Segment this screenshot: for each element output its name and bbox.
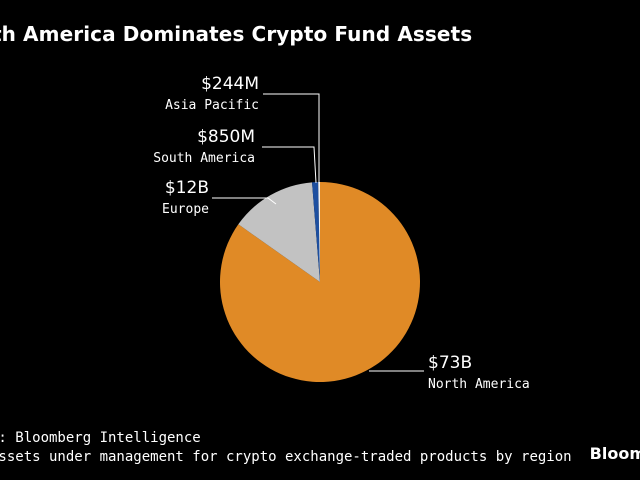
pie-slices bbox=[220, 182, 420, 383]
pie-slice-south-america bbox=[312, 182, 320, 282]
bloomberg-logo: Bloom bbox=[589, 444, 640, 463]
slice-labels: $73B North America $12B Europe $850M South Am… bbox=[153, 74, 530, 392]
slice-name-label: Europe bbox=[162, 202, 209, 217]
leader-line-asia-pacific bbox=[263, 93, 320, 183]
source-note: e: Bloomberg Intelligence bbox=[0, 430, 201, 446]
slice-value-label: $850M bbox=[197, 127, 255, 147]
pie-slice-europe bbox=[238, 182, 320, 282]
chart-title: th America Dominates Crypto Fund Assets bbox=[0, 22, 473, 46]
slice-name-label: South America bbox=[153, 151, 255, 166]
slice-value-label: $12B bbox=[165, 178, 209, 198]
slice-value-label: $244M bbox=[201, 74, 259, 94]
slice-name-label: Asia Pacific bbox=[165, 98, 259, 113]
leader-line-south-america bbox=[262, 146, 317, 184]
leader-lines bbox=[212, 93, 424, 372]
pie-slice-asia-pacific bbox=[318, 182, 320, 282]
slice-name-label: North America bbox=[428, 377, 530, 392]
footnote: Assets under management for crypto excha… bbox=[0, 449, 572, 465]
leader-line-europe bbox=[212, 197, 277, 205]
slice-value-label: $73B bbox=[428, 353, 472, 373]
